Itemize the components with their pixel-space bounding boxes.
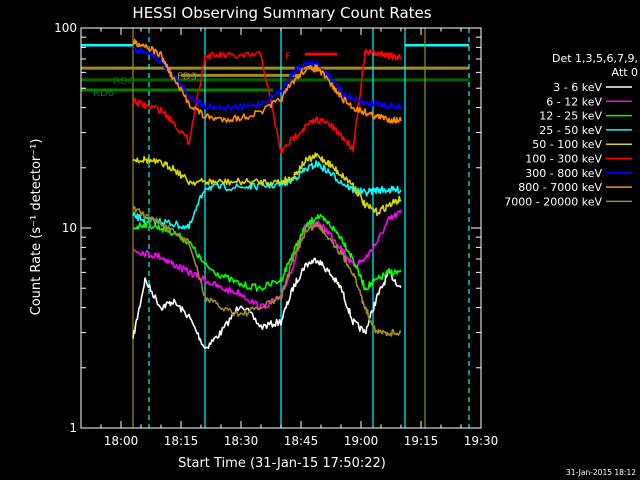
series-line-3 (132, 160, 402, 230)
x-tick-label-2: 18:30 (224, 434, 259, 448)
series-lines (132, 38, 402, 350)
series-line-4 (132, 152, 402, 217)
x-tick-label-1: 18:15 (164, 434, 199, 448)
footer-timestamp: 31-Jan-2015 18:12 (566, 468, 636, 477)
x-tick-label-6: 19:30 (464, 434, 499, 448)
x-axis-label: Start Time (31-Jan-15 17:50:22) (178, 456, 386, 471)
annotation-1: RD6 (93, 88, 114, 99)
x-tick-label-5: 19:15 (404, 434, 439, 448)
series-line-6 (132, 46, 402, 112)
series-line-5 (132, 48, 402, 154)
x-tick-label-3: 18:45 (284, 434, 319, 448)
legend-label-3: 25 - 50 keV (539, 124, 602, 137)
y-axis-label: Count Rate (s⁻¹ detector⁻¹) (29, 139, 44, 316)
legend-label-8: 7000 - 20000 keV (504, 195, 602, 208)
legend-label-5: 100 - 300 keV (525, 153, 602, 166)
annotation-0: RD0 (113, 76, 134, 87)
chart-title: HESSI Observing Summary Count Rates (132, 4, 431, 22)
annotation-2: FD3 (177, 71, 197, 82)
series-line-0 (132, 257, 402, 350)
legend-label-6: 300 - 800 keV (525, 167, 602, 180)
series-line-7 (132, 38, 402, 124)
legend-label-0: 3 - 6 keV (553, 81, 602, 94)
legend-header-attenuator: Att 0 (612, 66, 638, 79)
legend-label-2: 12 - 25 keV (539, 110, 602, 123)
axis-ticks: 18:00 18:15 18:30 18:45 19:00 19:15 19:30 1 10 10… (54, 21, 498, 448)
x-tick-label-0: 18:00 (104, 434, 139, 448)
legend-label-7: 800 - 7000 keV (518, 181, 602, 194)
series-line-8 (132, 206, 402, 337)
y-tick-label-1: 10 (62, 221, 77, 235)
legend-label-1: 6 - 12 keV (546, 95, 602, 108)
y-tick-label-0: 1 (69, 421, 77, 435)
x-tick-label-4: 19:00 (344, 434, 379, 448)
legend-header-detectors: Det 1,3,5,6,7,9, (552, 52, 638, 65)
legend-label-4: 50 - 100 keV (532, 138, 602, 151)
annotation-3: F (285, 51, 291, 62)
series-line-1 (132, 209, 402, 311)
y-tick-label-2: 100 (54, 21, 77, 35)
